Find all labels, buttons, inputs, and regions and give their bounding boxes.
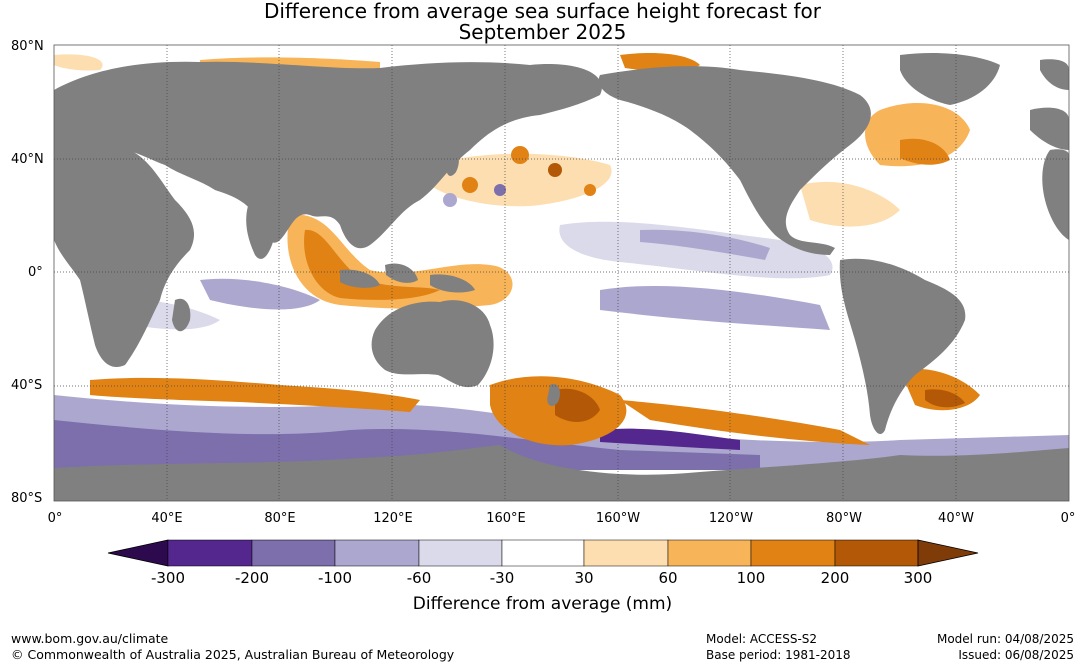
colorbar [107,539,979,567]
colorbar-segment [167,539,253,567]
lat-label-equator: 0° [28,265,43,280]
colorbar-tick: 300 [903,569,933,587]
colorbar-segment [501,539,585,567]
lat-label-40n: 40°N [11,152,44,167]
lon-label-40w: 40°W [938,511,974,526]
model-name: Model: ACCESS-S2 [706,632,818,646]
lat-label-80s: 80°S [11,491,43,506]
colorbar-tick: -100 [317,569,353,587]
australia [371,300,494,388]
lon-label-80w: 80°W [826,511,862,526]
website-link[interactable]: www.bom.gov.au/climate [11,631,169,646]
colorbar-min-arrow [107,539,169,567]
colorbar-tick: 30 [574,569,594,587]
new-zealand [547,383,561,406]
graticule [54,45,1069,501]
south-america [839,258,966,435]
copyright-text: © Commonwealth of Australia 2025, Austra… [11,647,455,662]
lon-label-80e: 80°E [264,511,296,526]
lon-label-0-left: 0° [47,511,63,526]
colorbar-tick: -30 [489,569,515,587]
madagascar [172,298,191,332]
anomaly-field [54,53,1069,470]
lat-label-40s: 40°S [11,378,43,393]
colorbar-segment [251,539,336,567]
colorbar-tick: -200 [234,569,270,587]
colorbar-max-arrow [917,539,979,567]
issued-date: Issued: 06/08/2025 [958,648,1074,662]
colorbar-segment [583,539,669,567]
colorbar-tick: 100 [736,569,766,587]
eurasia [54,61,602,249]
colorbar-segment [334,539,420,567]
map-frame [53,44,1070,502]
lon-label-120w: 120°W [708,511,754,526]
colorbar-label: Difference from average (mm) [412,594,673,614]
colorbar-tick: 200 [820,569,850,587]
colorbar-segment [418,539,503,567]
map-title-line1: Difference from average sea surface heig… [263,0,822,23]
colorbar-segment [750,539,836,567]
lon-label-160w: 160°W [595,511,641,526]
map-title-line2: September 2025 [458,20,627,44]
lon-label-40e: 40°E [151,511,183,526]
india [246,200,277,259]
colorbar-segment [834,539,919,567]
north-america [598,66,871,255]
antarctica [54,445,1069,501]
japan [446,149,459,176]
lon-label-0-right: 0° [1060,511,1076,526]
base-period: Base period: 1981-2018 [706,648,851,662]
africa [54,138,195,368]
colorbar-tick: -300 [150,569,186,587]
lon-label-160e: 160°E [486,511,526,526]
colorbar-tick: 60 [658,569,678,587]
colorbar-segment [667,539,752,567]
land-masses [54,53,1069,501]
greenland [900,53,1000,105]
lon-label-120e: 120°E [373,511,413,526]
colorbar-tick: -60 [406,569,432,587]
lat-label-80n: 80°N [11,39,44,54]
model-run-date: Model run: 04/08/2025 [936,632,1074,646]
